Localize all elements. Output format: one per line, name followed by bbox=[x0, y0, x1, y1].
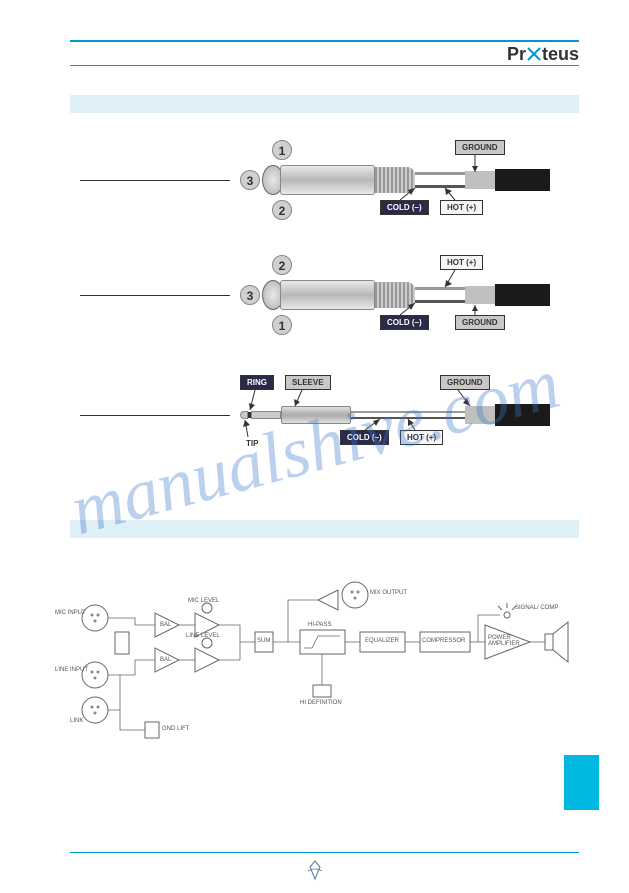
diagram-trs-jack: RING SLEEVE TIP GROUND COLD (–) HOT (+) bbox=[240, 375, 569, 465]
mic-level-label: MIC LEVEL bbox=[188, 598, 219, 604]
pin-1-badge: 1 bbox=[272, 140, 292, 160]
link-label: LINK bbox=[70, 718, 83, 724]
ring-label: RING bbox=[240, 375, 274, 390]
jack-wire-2 bbox=[351, 417, 466, 419]
bal2-label: BAL bbox=[160, 657, 171, 663]
signal-comp-label: SIGNAL/ COMP bbox=[515, 605, 558, 611]
brand-x-icon bbox=[526, 46, 542, 62]
signal-flow-diagram: MIC INPUT LINE INPUT LINK BAL BAL MIC LE… bbox=[60, 570, 580, 750]
hipass-label: HI-PASS bbox=[308, 622, 332, 628]
hot-label: HOT (+) bbox=[440, 200, 483, 215]
mixout-label: MIX OUTPUT bbox=[370, 590, 407, 596]
xlr-connector-body-f bbox=[280, 280, 375, 310]
footer-rule bbox=[70, 852, 579, 853]
section-underline-1 bbox=[80, 180, 230, 181]
page-marker bbox=[564, 755, 599, 810]
bal1-label: BAL bbox=[160, 622, 171, 628]
jack-wire-1 bbox=[351, 411, 466, 413]
cable-wire-2 bbox=[415, 185, 465, 188]
diagram-xlr-female: 2 3 1 HOT (+) COLD (–) GROUND bbox=[240, 255, 569, 345]
sum-label: SUM bbox=[257, 638, 270, 644]
brand-text-2: teus bbox=[542, 44, 579, 64]
sleeve-label: SLEEVE bbox=[285, 375, 331, 390]
jack-sheath-black bbox=[495, 404, 550, 426]
cable-sheath-black bbox=[495, 169, 550, 191]
section-band-2 bbox=[70, 520, 579, 538]
cable-wire-2f bbox=[415, 300, 465, 303]
block-diagram-svg bbox=[60, 570, 580, 750]
header-rule-bottom bbox=[70, 65, 579, 66]
ground-label: GROUND bbox=[455, 140, 505, 155]
hot-label-j: HOT (+) bbox=[400, 430, 443, 445]
section-underline-3 bbox=[80, 415, 230, 416]
header-rule-top bbox=[70, 40, 579, 42]
jack-sleeve bbox=[251, 411, 281, 419]
cable-wire-1 bbox=[415, 172, 465, 175]
pin-3-badge: 3 bbox=[240, 285, 260, 305]
jack-tip bbox=[240, 411, 248, 419]
line-level-label: LINE LEVEL bbox=[186, 633, 220, 639]
section-underline-2 bbox=[80, 295, 230, 296]
line-input-label: LINE INPUT bbox=[55, 667, 88, 673]
xlr-connector-body bbox=[280, 165, 375, 195]
xlr-strain-relief-f bbox=[375, 282, 415, 308]
hot-label-f: HOT (+) bbox=[440, 255, 483, 270]
mic-input-label: MIC INPUT bbox=[55, 610, 86, 616]
pin-1-badge: 1 bbox=[272, 315, 292, 335]
cable-wire-1f bbox=[415, 287, 465, 290]
section-band-1 bbox=[70, 95, 579, 113]
jack-body bbox=[281, 406, 351, 424]
pa-label: POWER AMPLIFIER bbox=[488, 635, 528, 647]
comp-label: COMPRESSOR bbox=[422, 638, 465, 644]
cold-label-f: COLD (–) bbox=[380, 315, 429, 330]
gndlift-label: GND LIFT bbox=[162, 726, 189, 732]
pin-2-badge: 2 bbox=[272, 255, 292, 275]
eq-label: EQUALIZER bbox=[365, 638, 399, 644]
cable-sheath-black-f bbox=[495, 284, 550, 306]
footer-logo-icon bbox=[306, 859, 324, 881]
ground-label-j: GROUND bbox=[440, 375, 490, 390]
brand-text-1: Pr bbox=[507, 44, 526, 64]
xlr-strain-relief bbox=[375, 167, 415, 193]
diagram-xlr-male: 1 3 2 GROUND COLD (–) HOT (+) bbox=[240, 140, 569, 230]
brand-logo: Prteus bbox=[507, 44, 579, 65]
cable-sheath-gray-f bbox=[465, 286, 495, 304]
jack-sheath-gray bbox=[465, 406, 495, 424]
cold-label-j: COLD (–) bbox=[340, 430, 389, 445]
ground-label-f: GROUND bbox=[455, 315, 505, 330]
cable-sheath-gray bbox=[465, 171, 495, 189]
cold-label: COLD (–) bbox=[380, 200, 429, 215]
pin-2-badge: 2 bbox=[272, 200, 292, 220]
hidef-label: HI DEFINITION bbox=[300, 700, 342, 706]
pin-3-badge: 3 bbox=[240, 170, 260, 190]
tip-label: TIP bbox=[240, 437, 264, 450]
